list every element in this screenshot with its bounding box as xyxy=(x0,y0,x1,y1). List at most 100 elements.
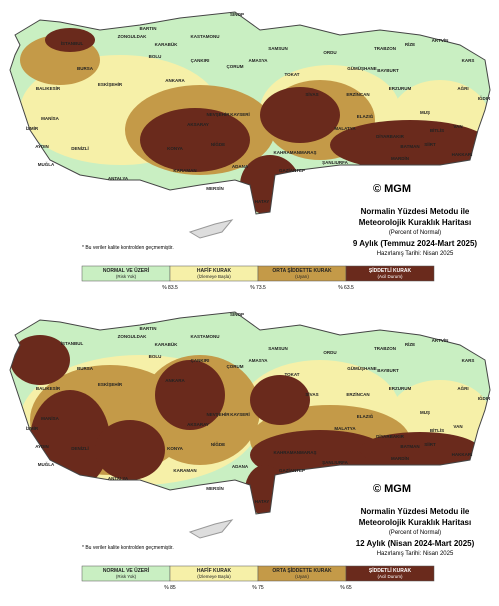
city-label: SAMSUN xyxy=(268,46,288,51)
legend-threshold: % 63.5 xyxy=(338,285,354,291)
city-label: KASTAMONU xyxy=(191,334,220,339)
city-label: ARTVİN xyxy=(432,337,449,343)
drought-areas xyxy=(20,28,490,214)
city-label: ANTALYA xyxy=(108,476,129,481)
city-label: AKSARAY xyxy=(187,122,209,127)
city-label: AYDIN xyxy=(35,144,49,149)
city-label: KARS xyxy=(462,358,475,363)
city-label: ŞANLIURFA xyxy=(322,460,349,465)
city-label: ÇANKIRI xyxy=(191,58,210,63)
legend-note: (Acil Durum) xyxy=(377,274,403,279)
legend-note: (Risk Yok) xyxy=(116,274,137,279)
city-label: ERZURUM xyxy=(389,386,412,391)
title-line: Normalin Yüzdesi Metodu ile xyxy=(361,507,470,516)
prepared-date: Hazırlanış Tarihi: Nisan 2025 xyxy=(377,551,454,557)
drought-area xyxy=(75,110,125,140)
city-label: TRABZON xyxy=(374,346,396,351)
city-label: SİNOP xyxy=(230,311,244,317)
country-border xyxy=(9,11,491,215)
legend-note: (Uyarı) xyxy=(295,574,309,579)
city-label: SİVAS xyxy=(305,391,318,397)
city-label: SAMSUN xyxy=(268,346,288,351)
city-label: İSTANBUL xyxy=(61,340,84,346)
city-label: KARAMAN xyxy=(173,468,196,473)
city-label: İSTANBUL xyxy=(61,40,84,46)
legend-threshold: % 65 xyxy=(340,585,352,591)
city-label: BURSA xyxy=(77,366,94,371)
legend-note: (Risk Yok) xyxy=(116,574,137,579)
legend-label: ŞİDDETLİ KURAK xyxy=(369,267,412,274)
city-label: SİİRT xyxy=(424,441,436,447)
city-label: BAYBURT xyxy=(377,368,399,373)
city-label: ŞANLIURFA xyxy=(322,160,349,165)
city-label: MARDİN xyxy=(391,155,409,161)
city-label: ÇANKIRI xyxy=(191,358,210,363)
city-label: HATAY xyxy=(255,499,269,504)
legend-swatch xyxy=(345,265,435,282)
city-label: RİZE xyxy=(405,41,415,47)
city-label: HAKKARİ xyxy=(452,151,473,157)
legend-threshold: % 73.5 xyxy=(250,285,266,291)
drought-area xyxy=(250,375,310,425)
city-label: MERSİN xyxy=(206,485,224,491)
city-label: MUŞ xyxy=(420,110,430,115)
city-label: İZMİR xyxy=(26,425,39,431)
drought-area xyxy=(330,120,490,170)
city-label: NEVŞEHİR xyxy=(206,411,230,417)
city-label: GÜMÜŞHANE xyxy=(347,65,377,71)
city-label: SİİRT xyxy=(424,141,436,147)
city-label: AĞRI xyxy=(457,84,468,91)
city-label: TOKAT xyxy=(284,72,299,77)
city-label: GAZİANTEP xyxy=(279,467,305,473)
city-label: KAYSERİ xyxy=(230,411,250,417)
city-label: AYDIN xyxy=(35,444,49,449)
legend-label: NORMAL VE ÜZERİ xyxy=(103,567,150,574)
city-label: VAN xyxy=(453,424,462,429)
legend-note: (Uyarı) xyxy=(295,274,309,279)
city-label: DİYARBAKIR xyxy=(376,433,405,439)
drought-areas xyxy=(10,335,490,514)
title-line: Meteorolojik Kuraklık Haritası xyxy=(359,518,471,527)
logo: © MGM xyxy=(373,183,411,195)
city-label: ESKİŞEHİR xyxy=(98,81,123,87)
legend-label: ORTA ŞİDDETTE KURAK xyxy=(272,567,332,574)
city-label: NEVŞEHİR xyxy=(206,111,230,117)
subtitle: (Percent of Normal) xyxy=(389,530,441,536)
city-label: ANKARA xyxy=(165,78,185,83)
city-label: SİVAS xyxy=(305,91,318,97)
city-label: BARTIN xyxy=(140,26,157,31)
city-label: ELAZIĞ xyxy=(357,112,374,119)
city-label: GAZİANTEP xyxy=(279,167,305,173)
city-label: RİZE xyxy=(405,341,415,347)
city-label: TRABZON xyxy=(374,46,396,51)
title-line: Normalin Yüzdesi Metodu ile xyxy=(361,207,470,216)
city-label: MARDİN xyxy=(391,455,409,461)
city-label: KAYSERİ xyxy=(230,111,250,117)
city-label: BİTLİS xyxy=(430,127,444,133)
title-line: Meteorolojik Kuraklık Haritası xyxy=(359,218,471,227)
city-label: BALIKESİR xyxy=(36,85,61,91)
city-label: AMASYA xyxy=(248,58,268,63)
drought-area xyxy=(360,432,480,468)
city-label: MALATYA xyxy=(334,126,356,131)
drought-area xyxy=(260,87,340,143)
legend-label: NORMAL VE ÜZERİ xyxy=(103,267,150,274)
subtitle: (Percent of Normal) xyxy=(389,230,441,236)
city-label: ÇORUM xyxy=(227,364,244,369)
city-label: HAKKARİ xyxy=(452,451,473,457)
legend-label: ORTA ŞİDDETTE KURAK xyxy=(272,267,332,274)
drought-area xyxy=(45,28,95,52)
city-label: ANKARA xyxy=(165,378,185,383)
city-label: İZMİR xyxy=(26,125,39,131)
city-label: KONYA xyxy=(167,146,184,151)
map-panel: SİNOP BARTIN ZONGULDAK KASTAMONU KARABÜK SAMS… xyxy=(9,311,491,591)
city-label: NİĞDE xyxy=(211,440,225,447)
city-label: AKSARAY xyxy=(187,422,209,427)
city-label: VAN xyxy=(453,124,462,129)
drought-area xyxy=(155,360,225,430)
city-label: ARTVİN xyxy=(432,37,449,43)
city-label: MANİSA xyxy=(41,115,59,121)
legend-threshold: % 83.5 xyxy=(162,285,178,291)
cyprus xyxy=(188,519,234,539)
